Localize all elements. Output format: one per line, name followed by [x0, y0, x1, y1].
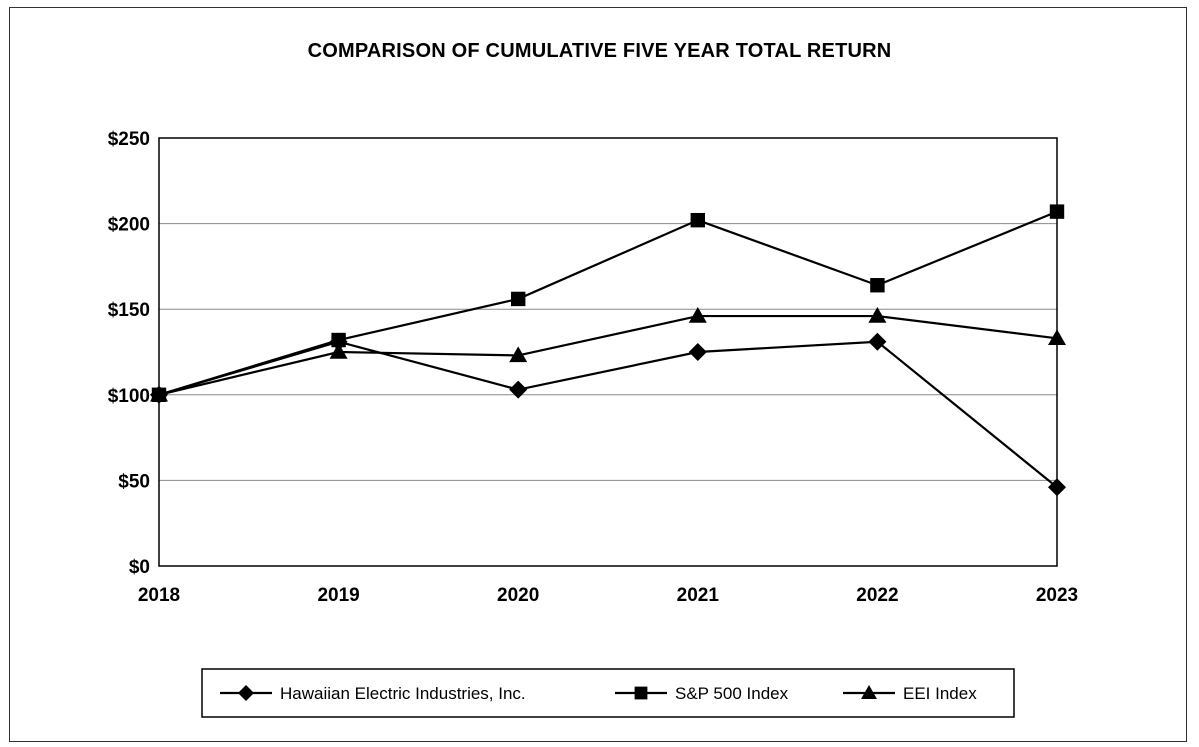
- gridlines: [159, 223, 1057, 481]
- data-point: [688, 307, 707, 323]
- legend-marker: [238, 685, 254, 701]
- y-tick-label: $50: [118, 471, 150, 492]
- data-point: [690, 212, 705, 228]
- data-point: [509, 380, 528, 399]
- series-lines: [158, 210, 1058, 489]
- chart-frame: [9, 7, 1187, 742]
- data-point: [1048, 478, 1066, 497]
- legend-marker: [634, 686, 648, 700]
- y-tick-label: $250: [108, 129, 150, 150]
- data-point: [1049, 204, 1065, 219]
- x-axis: 2018 2019 2020 2021 2022 2023: [138, 585, 1078, 606]
- data-point: [868, 307, 887, 323]
- x-tick-label: 2018: [138, 585, 180, 606]
- x-tick-label: 2019: [317, 585, 359, 606]
- data-point: [511, 291, 526, 307]
- data-point: [329, 343, 348, 359]
- x-tick-label: 2020: [497, 585, 539, 606]
- y-tick-label: $100: [108, 386, 150, 407]
- chart-title: COMPARISON OF CUMULATIVE FIVE YEAR TOTAL…: [307, 40, 892, 62]
- legend-marker: [861, 685, 877, 699]
- data-point: [509, 346, 528, 363]
- data-point: [870, 278, 885, 293]
- y-tick-label: $200: [108, 215, 150, 236]
- legend-label: Hawaiian Electric Industries, Inc.: [280, 684, 526, 703]
- data-point: [1048, 329, 1066, 346]
- series-line: [158, 340, 1058, 489]
- x-tick-label: 2021: [677, 585, 720, 606]
- legend: Hawaiian Electric Industries, Inc. S&P 50…: [201, 668, 1015, 718]
- series-markers: [150, 204, 1066, 497]
- series-line: [158, 210, 1058, 396]
- series-line: [158, 314, 1058, 396]
- y-axis: $0 $50 $100 $150 $200 $250: [108, 129, 150, 578]
- x-tick-label: 2023: [1036, 585, 1078, 606]
- y-tick-label: $150: [108, 300, 150, 321]
- data-point: [331, 332, 346, 348]
- y-tick-label: $0: [129, 557, 150, 578]
- legend-label: EEI Index: [903, 684, 977, 703]
- x-tick-label: 2022: [856, 585, 898, 606]
- data-point: [150, 385, 168, 402]
- data-point: [868, 332, 887, 351]
- legend-label: S&P 500 Index: [675, 684, 789, 703]
- plot-area: [158, 137, 1058, 567]
- data-point: [688, 343, 707, 361]
